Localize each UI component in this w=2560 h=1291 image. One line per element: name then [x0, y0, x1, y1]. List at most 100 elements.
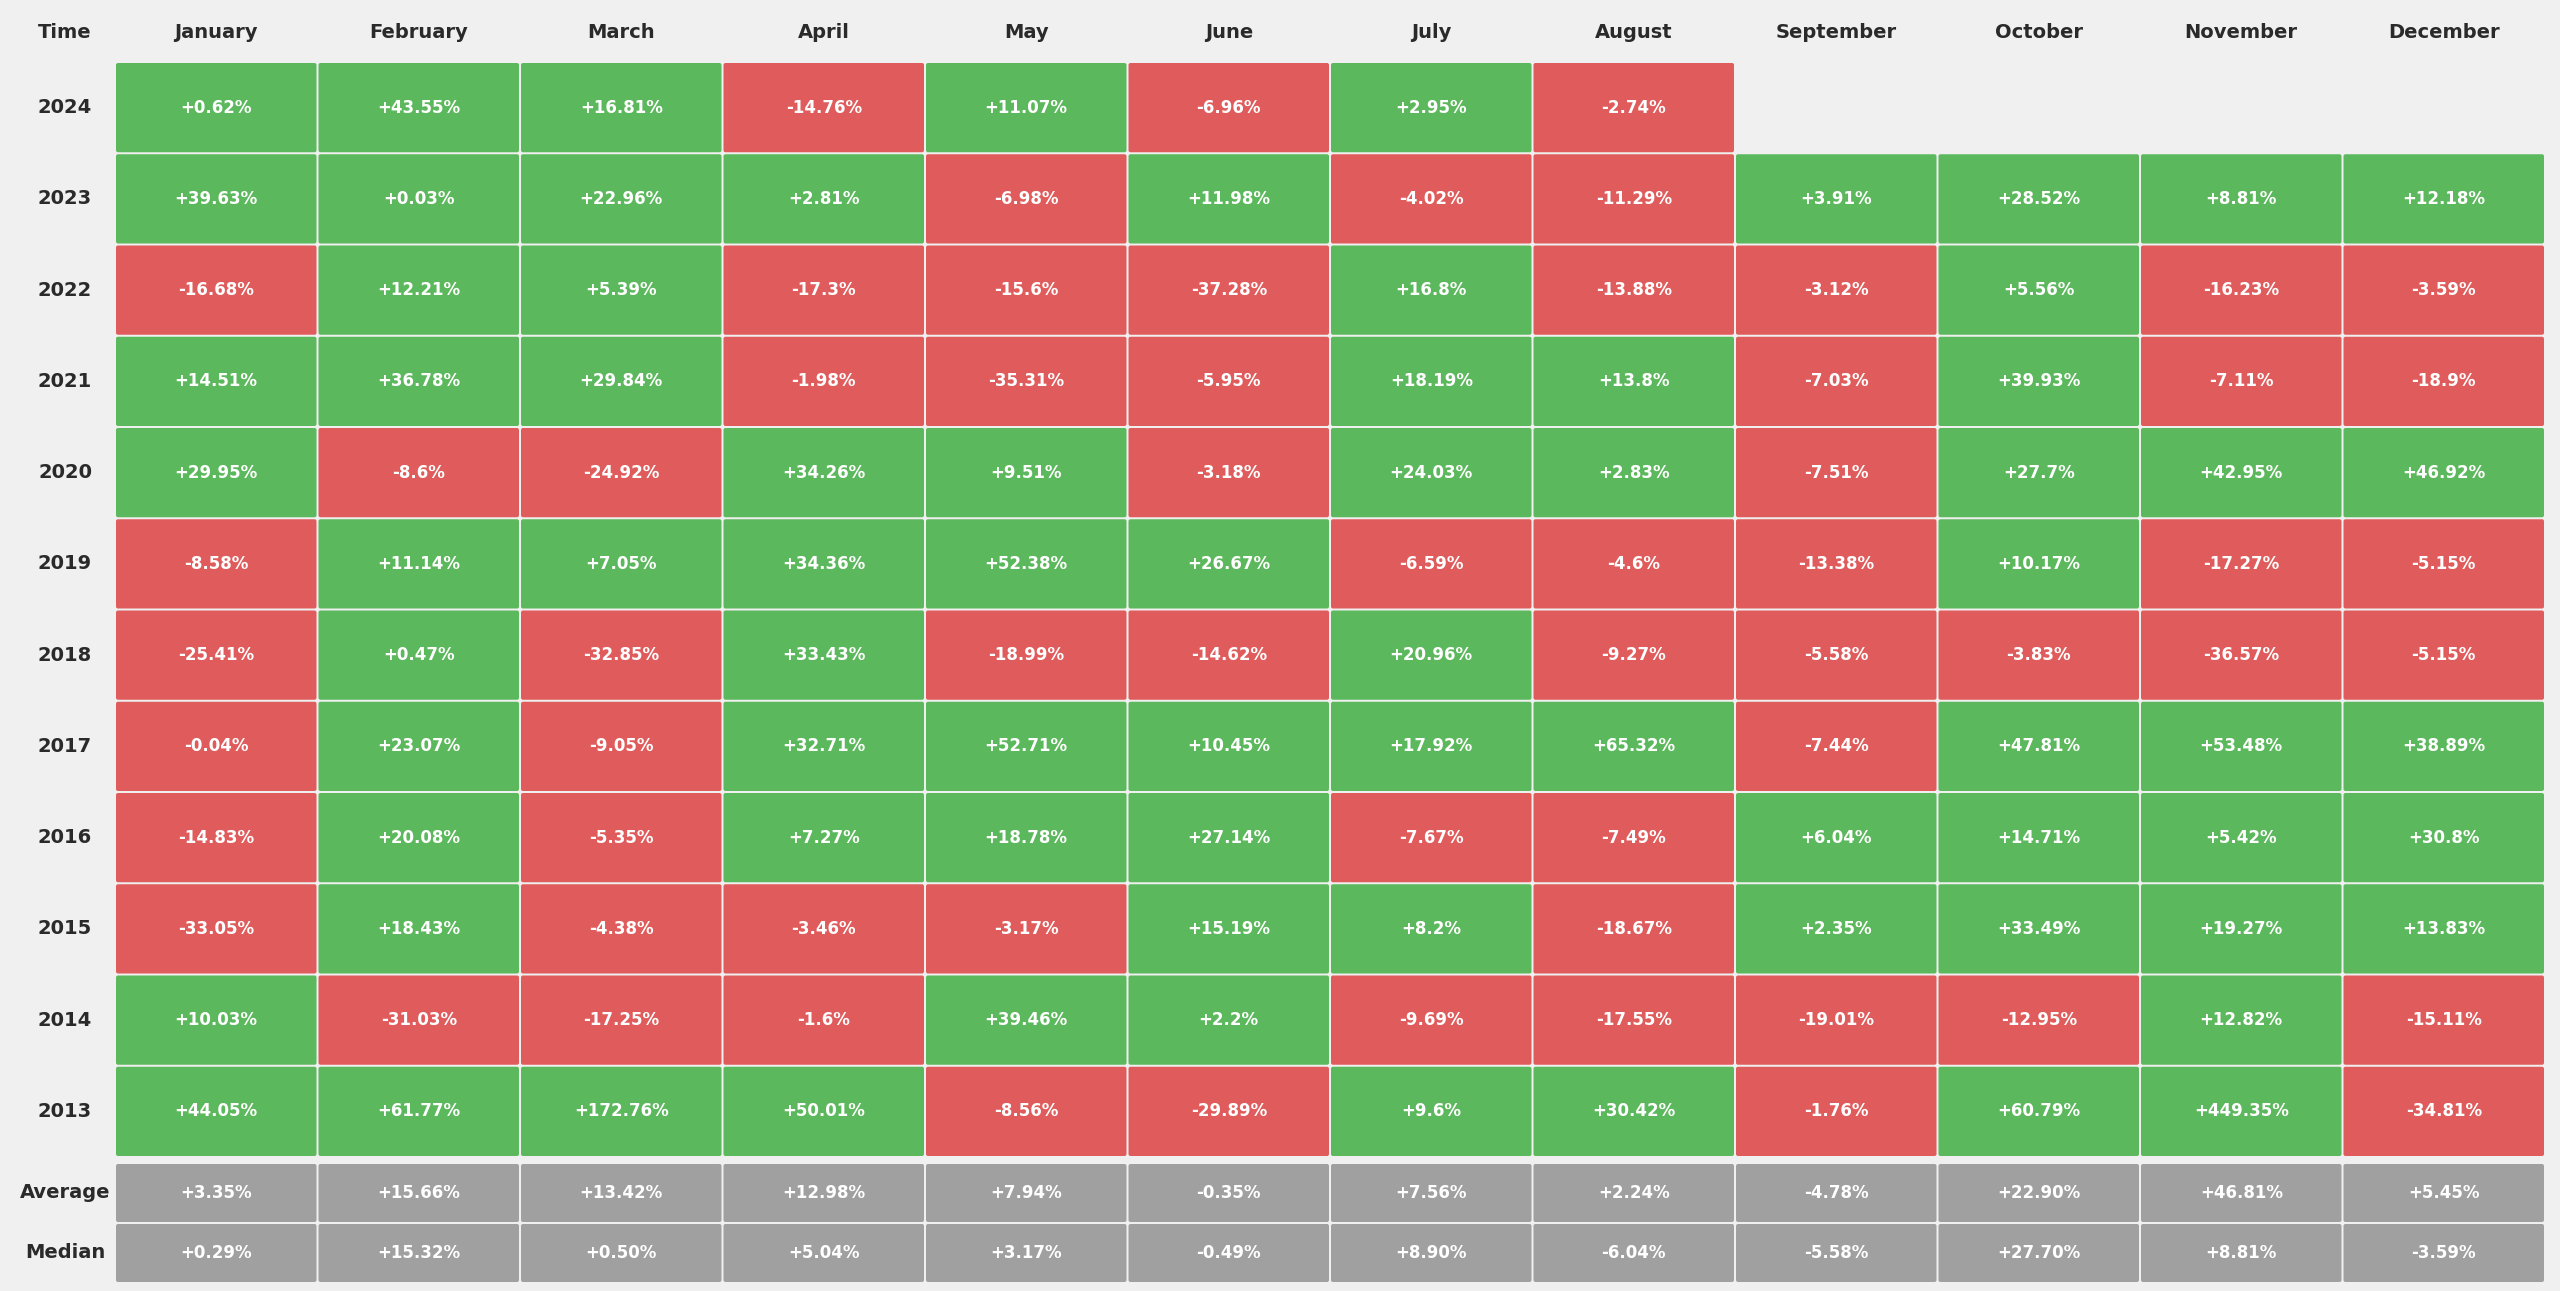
- FancyBboxPatch shape: [522, 63, 722, 152]
- Text: +13.8%: +13.8%: [1597, 372, 1669, 390]
- Text: -32.85%: -32.85%: [584, 646, 660, 664]
- FancyBboxPatch shape: [115, 1066, 317, 1155]
- Text: +12.21%: +12.21%: [376, 281, 461, 300]
- FancyBboxPatch shape: [2342, 976, 2545, 1065]
- Text: -14.76%: -14.76%: [786, 98, 863, 116]
- FancyBboxPatch shape: [1331, 611, 1531, 700]
- FancyBboxPatch shape: [927, 154, 1126, 244]
- FancyBboxPatch shape: [2140, 519, 2342, 608]
- Text: -37.28%: -37.28%: [1190, 281, 1267, 300]
- Text: -3.59%: -3.59%: [2412, 281, 2476, 300]
- FancyBboxPatch shape: [1533, 1164, 1733, 1223]
- FancyBboxPatch shape: [317, 1164, 520, 1223]
- Text: -4.78%: -4.78%: [1805, 1184, 1869, 1202]
- Text: +15.32%: +15.32%: [376, 1245, 461, 1263]
- FancyBboxPatch shape: [2140, 976, 2342, 1065]
- FancyBboxPatch shape: [2342, 154, 2545, 244]
- Text: -8.58%: -8.58%: [184, 555, 248, 573]
- FancyBboxPatch shape: [1938, 245, 2140, 334]
- Text: -3.83%: -3.83%: [2007, 646, 2071, 664]
- FancyBboxPatch shape: [2140, 702, 2342, 791]
- Text: Time: Time: [38, 22, 92, 41]
- FancyBboxPatch shape: [115, 976, 317, 1065]
- FancyBboxPatch shape: [1938, 429, 2140, 518]
- Text: +47.81%: +47.81%: [1997, 737, 2081, 755]
- Text: +29.95%: +29.95%: [174, 463, 259, 482]
- FancyBboxPatch shape: [1533, 1066, 1733, 1155]
- Text: +8.2%: +8.2%: [1400, 920, 1462, 937]
- FancyBboxPatch shape: [522, 429, 722, 518]
- FancyBboxPatch shape: [317, 519, 520, 608]
- FancyBboxPatch shape: [317, 1224, 520, 1282]
- Text: +39.63%: +39.63%: [174, 190, 259, 208]
- Text: +2.35%: +2.35%: [1800, 920, 1871, 937]
- FancyBboxPatch shape: [115, 245, 317, 334]
- Text: +16.8%: +16.8%: [1395, 281, 1467, 300]
- FancyBboxPatch shape: [1938, 793, 2140, 882]
- FancyBboxPatch shape: [317, 793, 520, 882]
- Text: -0.04%: -0.04%: [184, 737, 248, 755]
- Text: -33.05%: -33.05%: [179, 920, 253, 937]
- Text: -13.38%: -13.38%: [1797, 555, 1874, 573]
- Text: -0.49%: -0.49%: [1196, 1245, 1262, 1263]
- FancyBboxPatch shape: [317, 611, 520, 700]
- FancyBboxPatch shape: [1331, 429, 1531, 518]
- FancyBboxPatch shape: [927, 793, 1126, 882]
- Text: July: July: [1411, 22, 1452, 41]
- Text: April: April: [799, 22, 850, 41]
- FancyBboxPatch shape: [115, 793, 317, 882]
- Text: +43.55%: +43.55%: [376, 98, 461, 116]
- Text: +50.01%: +50.01%: [783, 1103, 865, 1121]
- Text: -29.89%: -29.89%: [1190, 1103, 1267, 1121]
- FancyBboxPatch shape: [522, 793, 722, 882]
- Text: -17.27%: -17.27%: [2204, 555, 2278, 573]
- FancyBboxPatch shape: [2140, 245, 2342, 334]
- Text: -7.44%: -7.44%: [1805, 737, 1869, 755]
- FancyBboxPatch shape: [2140, 1066, 2342, 1155]
- FancyBboxPatch shape: [724, 1224, 924, 1282]
- Text: +8.81%: +8.81%: [2207, 190, 2276, 208]
- Text: -3.59%: -3.59%: [2412, 1245, 2476, 1263]
- Text: 2024: 2024: [38, 98, 92, 117]
- Text: +18.19%: +18.19%: [1390, 372, 1472, 390]
- Text: -7.67%: -7.67%: [1398, 829, 1464, 847]
- Text: -7.03%: -7.03%: [1805, 372, 1869, 390]
- FancyBboxPatch shape: [2140, 1224, 2342, 1282]
- FancyBboxPatch shape: [1736, 154, 1935, 244]
- FancyBboxPatch shape: [724, 429, 924, 518]
- FancyBboxPatch shape: [1533, 154, 1733, 244]
- FancyBboxPatch shape: [724, 154, 924, 244]
- Text: 2020: 2020: [38, 463, 92, 482]
- FancyBboxPatch shape: [1533, 611, 1733, 700]
- FancyBboxPatch shape: [1331, 63, 1531, 152]
- FancyBboxPatch shape: [2342, 793, 2545, 882]
- FancyBboxPatch shape: [317, 976, 520, 1065]
- Text: -31.03%: -31.03%: [381, 1011, 456, 1029]
- Text: -4.6%: -4.6%: [1608, 555, 1661, 573]
- Text: 2021: 2021: [38, 372, 92, 391]
- Text: -1.98%: -1.98%: [791, 372, 855, 390]
- Text: +10.45%: +10.45%: [1188, 737, 1270, 755]
- FancyBboxPatch shape: [2140, 337, 2342, 426]
- Text: 2016: 2016: [38, 828, 92, 847]
- Text: November: November: [2184, 22, 2299, 41]
- Text: -17.3%: -17.3%: [791, 281, 855, 300]
- Text: +172.76%: +172.76%: [573, 1103, 668, 1121]
- FancyBboxPatch shape: [2342, 1164, 2545, 1223]
- FancyBboxPatch shape: [2342, 245, 2545, 334]
- Text: +19.27%: +19.27%: [2199, 920, 2284, 937]
- Text: -5.35%: -5.35%: [589, 829, 653, 847]
- Text: +0.50%: +0.50%: [586, 1245, 658, 1263]
- FancyBboxPatch shape: [1736, 884, 1935, 973]
- Text: -5.58%: -5.58%: [1805, 1245, 1869, 1263]
- FancyBboxPatch shape: [115, 429, 317, 518]
- FancyBboxPatch shape: [1736, 337, 1935, 426]
- FancyBboxPatch shape: [1938, 1066, 2140, 1155]
- FancyBboxPatch shape: [2342, 519, 2545, 608]
- FancyBboxPatch shape: [1938, 154, 2140, 244]
- FancyBboxPatch shape: [1736, 1066, 1935, 1155]
- Text: December: December: [2388, 22, 2499, 41]
- FancyBboxPatch shape: [1533, 1224, 1733, 1282]
- Text: +52.71%: +52.71%: [986, 737, 1068, 755]
- Text: +44.05%: +44.05%: [174, 1103, 259, 1121]
